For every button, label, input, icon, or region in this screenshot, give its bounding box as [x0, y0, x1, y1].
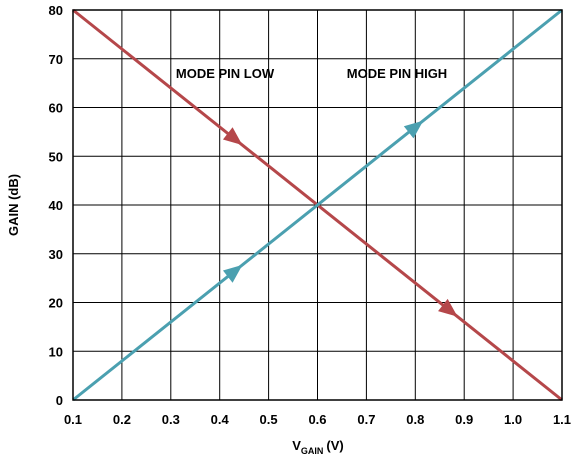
series-arrow-mode-pin-high	[403, 120, 424, 139]
y-tick-label: 0	[56, 393, 63, 408]
series-arrow-mode-pin-low	[222, 127, 243, 146]
series-arrow-mode-pin-low	[438, 298, 458, 317]
y-tick-label: 70	[49, 52, 63, 67]
x-tick-label: 0.6	[308, 412, 326, 427]
x-tick-label: 0.8	[406, 412, 424, 427]
series-arrow-mode-pin-high	[222, 264, 243, 283]
y-tick-label: 60	[49, 101, 63, 116]
x-tick-label: 1.1	[553, 412, 571, 427]
x-tick-label: 0.3	[162, 412, 180, 427]
x-tick-labels: 0.1 0.2 0.3 0.4 0.5 0.6 0.7 0.8 0.9 1.0 1.1	[64, 412, 571, 427]
x-tick-label: 0.1	[64, 412, 82, 427]
x-tick-label: 0.4	[211, 412, 230, 427]
y-axis-title: GAIN (dB)	[6, 174, 21, 236]
x-axis-title-unit: (V)	[326, 438, 343, 453]
y-tick-label: 40	[49, 198, 63, 213]
annotation-mode-pin-high: MODE PIN HIGH	[347, 66, 447, 81]
x-axis-title-subscript: GAIN	[301, 446, 324, 456]
x-axis-title: VGAIN (V)	[292, 438, 344, 456]
y-tick-label: 50	[49, 149, 63, 164]
series-layer	[72, 8, 563, 402]
x-tick-label: 0.9	[455, 412, 473, 427]
y-tick-label: 20	[49, 296, 63, 311]
y-tick-label: 80	[49, 3, 63, 18]
y-tick-labels: 0 10 20 30 40 50 60 70 80	[49, 3, 63, 408]
x-tick-label: 0.2	[113, 412, 131, 427]
y-tick-label: 10	[49, 344, 63, 359]
annotation-mode-pin-low: MODE PIN LOW	[176, 66, 275, 81]
x-tick-label: 1.0	[504, 412, 522, 427]
series-line-mode-pin-high	[72, 8, 563, 402]
y-tick-label: 30	[49, 247, 63, 262]
plot-frame	[72, 9, 563, 401]
x-tick-label: 0.7	[357, 412, 375, 427]
x-axis-title-main: V	[292, 438, 301, 453]
x-tick-label: 0.5	[260, 412, 278, 427]
